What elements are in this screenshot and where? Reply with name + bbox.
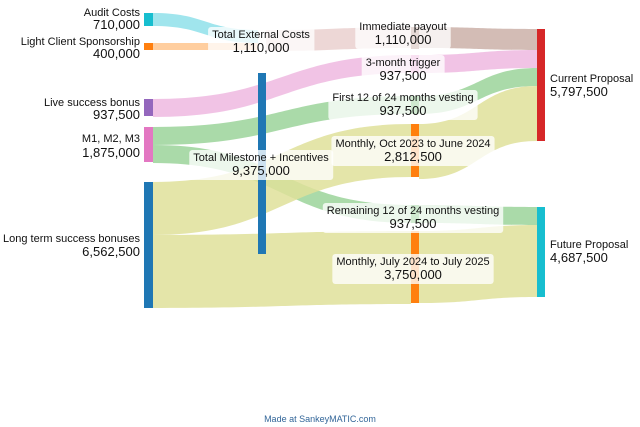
node-name-fp: Future Proposal bbox=[550, 239, 628, 251]
node-name-cp: Current Proposal bbox=[550, 73, 633, 85]
node-value-audit: 710,000 bbox=[93, 17, 140, 32]
label-bg-r12 bbox=[322, 203, 504, 233]
node-ltsb[interactable] bbox=[144, 182, 153, 308]
node-value-cp: 5,797,500 bbox=[550, 84, 608, 99]
node-value-tmi: 9,375,000 bbox=[232, 163, 290, 178]
node-value-lsb: 937,500 bbox=[93, 107, 140, 122]
node-lsb[interactable] bbox=[144, 99, 153, 116]
node-value-ltsb: 6,562,500 bbox=[82, 244, 140, 259]
label-bg-ip bbox=[355, 19, 451, 49]
node-value-tec: 1,110,000 bbox=[233, 40, 290, 55]
node-value-lcs: 400,000 bbox=[93, 46, 140, 61]
node-name-f12: First 12 of 24 months vesting bbox=[332, 92, 473, 104]
node-name-tmi: Total Milestone + Incentives bbox=[193, 152, 329, 164]
node-value-r12: 937,500 bbox=[390, 216, 437, 231]
node-lcs[interactable] bbox=[144, 43, 153, 50]
node-name-r12: Remaining 12 of 24 months vesting bbox=[327, 205, 499, 217]
node-value-m23: 2,812,500 bbox=[384, 149, 442, 164]
node-value-f12: 937,500 bbox=[380, 103, 427, 118]
node-value-fp: 4,687,500 bbox=[550, 250, 608, 265]
node-name-ip: Immediate payout bbox=[359, 21, 446, 33]
label-m123: M1, M2, M31,875,000 bbox=[82, 133, 140, 160]
link-lsb-to-t3[interactable] bbox=[153, 55, 411, 117]
label-bg-tec bbox=[208, 27, 315, 57]
node-cp[interactable] bbox=[537, 29, 545, 141]
node-name-m23: Monthly, Oct 2023 to June 2024 bbox=[335, 138, 490, 150]
node-name-m123: M1, M2, M3 bbox=[82, 133, 140, 145]
node-name-tec: Total External Costs bbox=[212, 29, 310, 41]
link-t3-to-cp[interactable] bbox=[419, 50, 537, 73]
label-bg-t3 bbox=[361, 55, 445, 85]
node-name-lsb: Live success bonus bbox=[44, 97, 140, 109]
node-name-m24: Monthly, July 2024 to July 2025 bbox=[336, 256, 489, 268]
label-bg-tmi bbox=[189, 150, 334, 180]
node-name-ltsb: Long term success bonuses bbox=[3, 233, 140, 245]
node-fp[interactable] bbox=[537, 207, 545, 297]
node-value-m123: 1,875,000 bbox=[82, 145, 140, 160]
node-value-ip: 1,110,000 bbox=[375, 32, 432, 47]
label-bg-f12 bbox=[328, 90, 478, 120]
node-value-t3: 937,500 bbox=[380, 68, 427, 83]
label-bg-m24 bbox=[332, 254, 494, 284]
label-bg-m23 bbox=[331, 136, 495, 166]
footer-credit[interactable]: Made at SankeyMATIC.com bbox=[264, 414, 376, 424]
node-name-lcs: Light Client Sponsorship bbox=[21, 36, 140, 48]
node-name-t3: 3-month trigger bbox=[366, 57, 441, 69]
node-value-m24: 3,750,000 bbox=[384, 267, 442, 282]
node-audit[interactable] bbox=[144, 13, 153, 26]
link-ltsb-to-m24[interactable] bbox=[153, 231, 411, 308]
node-m123[interactable] bbox=[144, 127, 153, 162]
node-name-audit: Audit Costs bbox=[84, 7, 141, 19]
